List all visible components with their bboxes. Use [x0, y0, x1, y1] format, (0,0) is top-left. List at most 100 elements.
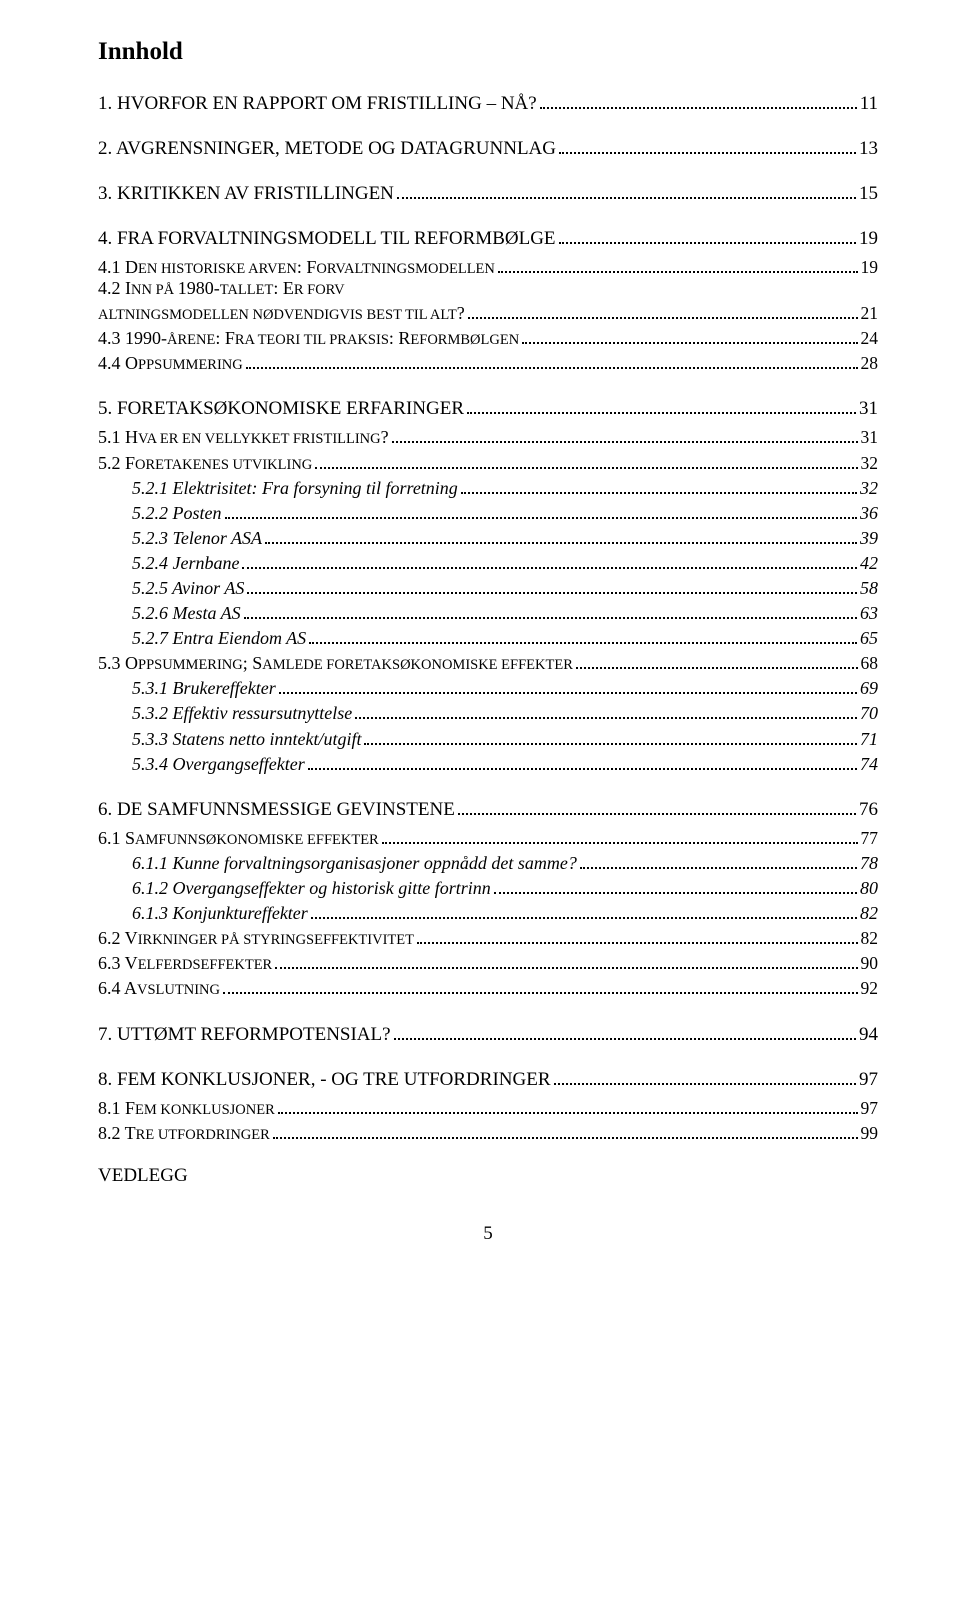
- toc-entry: 6.2 VIRKNINGER PÅ STYRINGSEFFEKTIVITET82: [98, 925, 878, 948]
- toc-label: 6.1.3 Konjunktureffekter: [132, 904, 308, 922]
- toc-label: 6.1.1 Kunne forvaltningsorganisasjoner o…: [132, 854, 577, 872]
- toc-page: 32: [860, 479, 878, 497]
- toc-entry: 6.1.1 Kunne forvaltningsorganisasjoner o…: [98, 850, 878, 873]
- toc-page: 65: [860, 629, 878, 647]
- toc-page: 90: [861, 955, 879, 973]
- page-number: 5: [98, 1223, 878, 1245]
- toc-entry: 8. FEM KONKLUSJONER, - OG TRE UTFORDRING…: [98, 1066, 878, 1089]
- toc-page: 36: [860, 504, 878, 522]
- toc-leader: [225, 500, 858, 519]
- toc-entry: 5.3.2 Effektiv ressursutnyttelse70: [98, 700, 878, 723]
- toc-entry: 6.4 AVSLUTNING92: [98, 975, 878, 998]
- toc-entry: 5.2 FORETAKENES UTVIKLING 32: [98, 449, 878, 472]
- toc-entry: 6.1 SAMFUNNSØKONOMISKE EFFEKTER 77: [98, 825, 878, 848]
- toc-label: 8.2 TRE UTFORDRINGER: [98, 1124, 270, 1143]
- toc-entry: 2. AVGRENSNINGER, METODE OG DATAGRUNNLAG…: [98, 135, 878, 158]
- toc-page: 99: [861, 1125, 879, 1143]
- toc-label: 6.4 AVSLUTNING: [98, 979, 220, 998]
- toc-label: 2. AVGRENSNINGER, METODE OG DATAGRUNNLAG: [98, 139, 556, 158]
- toc-page: 58: [860, 579, 878, 597]
- toc-leader: [394, 1020, 856, 1039]
- toc-entry: 5.3 OPPSUMMERING; SAMLEDE FORETAKSØKONOM…: [98, 650, 878, 673]
- toc-label: 3. KRITIKKEN AV FRISTILLINGEN: [98, 184, 394, 203]
- toc-page: 77: [861, 830, 879, 848]
- toc-label: 4. FRA FORVALTNINGSMODELL TIL REFORMBØLG…: [98, 229, 556, 248]
- toc-leader: [498, 254, 858, 273]
- toc-page: 68: [861, 655, 879, 673]
- toc-page: 15: [859, 184, 878, 203]
- toc-entry: 5.2.5 Avinor AS 58: [98, 575, 878, 598]
- toc-entry: 8.2 TRE UTFORDRINGER 99: [98, 1120, 878, 1143]
- toc-leader: [458, 796, 856, 815]
- table-of-contents: 1. HVORFOR EN RAPPORT OM FRISTILLING – N…: [98, 90, 878, 1143]
- toc-label: 5.3.2 Effektiv ressursutnyttelse: [132, 704, 352, 722]
- toc-leader: [275, 950, 857, 969]
- toc-leader: [559, 225, 856, 244]
- toc-leader: [461, 475, 857, 494]
- toc-leader: [417, 925, 858, 944]
- toc-leader: [559, 135, 856, 154]
- toc-page: 97: [861, 1100, 879, 1118]
- toc-label: 5.2.3 Telenor ASA: [132, 529, 262, 547]
- toc-label: 6.1.2 Overgangseffekter og historisk git…: [132, 879, 491, 897]
- toc-page: 11: [860, 94, 878, 113]
- toc-leader: [273, 1120, 858, 1139]
- toc-entry: 4.1 DEN HISTORISKE ARVEN: FORVALTNINGSMO…: [98, 254, 878, 277]
- toc-entry: 5.2.2 Posten 36: [98, 500, 878, 523]
- toc-label: 5.2.2 Posten: [132, 504, 222, 522]
- toc-label: 8. FEM KONKLUSJONER, - OG TRE UTFORDRING…: [98, 1070, 551, 1089]
- toc-leader: [315, 449, 857, 468]
- toc-entry: 6.1.3 Konjunktureffekter 82: [98, 900, 878, 923]
- toc-page: 13: [859, 139, 878, 158]
- toc-entry: 6. DE SAMFUNNSMESSIGE GEVINSTENE76: [98, 796, 878, 819]
- toc-label: 6.1 SAMFUNNSØKONOMISKE EFFEKTER: [98, 829, 379, 848]
- toc-page: 78: [860, 854, 878, 872]
- toc-label: 1. HVORFOR EN RAPPORT OM FRISTILLING – N…: [98, 94, 537, 113]
- toc-entry: 4.2 INN PÅ 1980-TALLET: ER FORVALTNINGSM…: [98, 279, 878, 323]
- toc-label: 4.3 1990-ÅRENE: FRA TEORI TIL PRAKSIS: R…: [98, 329, 519, 348]
- toc-leader: [309, 625, 857, 644]
- toc-label: 4.1 DEN HISTORISKE ARVEN: FORVALTNINGSMO…: [98, 258, 495, 277]
- toc-label: 7. UTTØMT REFORMPOTENSIAL?: [98, 1025, 391, 1044]
- toc-leader: [311, 900, 857, 919]
- toc-leader: [244, 600, 857, 619]
- toc-leader: [364, 725, 857, 744]
- toc-entry: 5.2.7 Entra Eiendom AS 65: [98, 625, 878, 648]
- toc-leader: [246, 350, 858, 369]
- toc-entry: 5.2.1 Elektrisitet: Fra forsyning til fo…: [98, 475, 878, 498]
- toc-label: 5.1 HVA ER EN VELLYKKET FRISTILLING?: [98, 428, 389, 447]
- toc-leader: [522, 325, 857, 344]
- toc-page: 42: [860, 554, 878, 572]
- toc-label: 6. DE SAMFUNNSMESSIGE GEVINSTENE: [98, 800, 455, 819]
- toc-page: 31: [861, 429, 879, 447]
- toc-page: 82: [861, 930, 879, 948]
- toc-page: 82: [860, 904, 878, 922]
- toc-leader: [467, 395, 856, 414]
- toc-label: 5.2 FORETAKENES UTVIKLING: [98, 454, 312, 473]
- toc-page: 32: [861, 455, 879, 473]
- toc-label: 5.2.5 Avinor AS: [132, 579, 244, 597]
- toc-label: 5.2.7 Entra Eiendom AS: [132, 629, 306, 647]
- toc-label: 5.2.6 Mesta AS: [132, 604, 241, 622]
- toc-entry: 5.3.3 Statens netto inntekt/utgift71: [98, 725, 878, 748]
- toc-entry: 8.1 FEM KONKLUSJONER97: [98, 1095, 878, 1118]
- toc-entry: 7. UTTØMT REFORMPOTENSIAL? 94: [98, 1020, 878, 1043]
- toc-label: 4.4 OPPSUMMERING: [98, 354, 243, 373]
- toc-page: 74: [860, 755, 878, 773]
- toc-page: 94: [859, 1025, 878, 1044]
- toc-entry: 5.2.3 Telenor ASA39: [98, 525, 878, 548]
- toc-entry: 5.3.4 Overgangseffekter74: [98, 751, 878, 774]
- toc-entry: 5.2.4 Jernbane 42: [98, 550, 878, 573]
- toc-label: 5.2.4 Jernbane: [132, 554, 239, 572]
- toc-page: 31: [859, 399, 878, 418]
- toc-leader: [308, 751, 857, 770]
- toc-label: 6.3 VELFERDSEFFEKTER: [98, 954, 272, 973]
- toc-entry: 3. KRITIKKEN AV FRISTILLINGEN 15: [98, 180, 878, 203]
- toc-entry: 5.1 HVA ER EN VELLYKKET FRISTILLING? 31: [98, 424, 878, 447]
- toc-leader: [242, 550, 857, 569]
- toc-leader: [397, 180, 856, 199]
- page-title: Innhold: [98, 38, 878, 66]
- toc-entry: 6.3 VELFERDSEFFEKTER 90: [98, 950, 878, 973]
- toc-page: 19: [859, 229, 878, 248]
- toc-leader: [223, 975, 858, 994]
